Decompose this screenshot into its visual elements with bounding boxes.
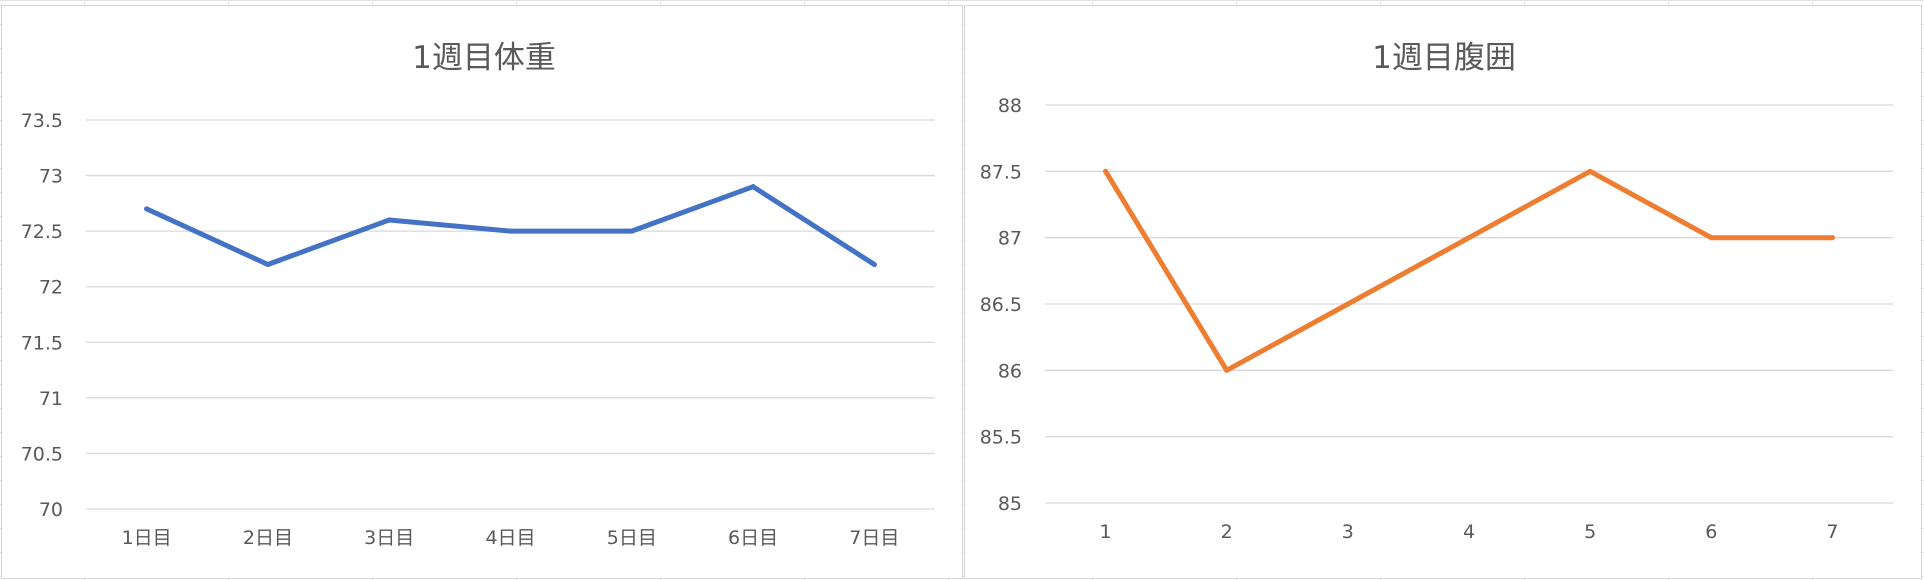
y-tick-label: 88	[998, 95, 1022, 117]
data-point	[265, 261, 271, 267]
x-tick-label: 1日目	[122, 527, 172, 549]
y-tick-label: 72.5	[21, 221, 63, 243]
data-point	[1224, 367, 1230, 373]
data-point	[1708, 235, 1714, 241]
y-tick-label: 85.5	[980, 427, 1022, 449]
data-point	[750, 184, 756, 190]
data-point	[629, 228, 635, 234]
y-tick-label: 85	[998, 493, 1022, 515]
y-tick-label: 87	[998, 228, 1022, 250]
data-point	[144, 206, 150, 212]
data-point	[871, 261, 877, 267]
y-tick-label: 73	[39, 166, 63, 188]
y-tick-label: 70.5	[21, 443, 63, 465]
x-tick-label: 7日目	[849, 527, 899, 549]
data-point	[1587, 168, 1593, 174]
x-tick-label: 2日目	[243, 527, 293, 549]
x-tick-label: 5日目	[607, 527, 657, 549]
y-tick-label: 73.5	[21, 110, 63, 132]
series-line	[1103, 168, 1835, 373]
data-point	[1829, 235, 1835, 241]
data-point	[1345, 301, 1351, 307]
y-tick-label: 71	[39, 388, 63, 410]
y-tick-label: 86	[998, 360, 1022, 382]
x-tick-label: 7	[1826, 521, 1838, 543]
chart-weight-week1[interactable]: 1週目体重 70 70.5 71 71.5 72 72.5 73 73.5 1日目 2日目 3日目 4…	[1, 5, 963, 579]
data-point	[386, 217, 392, 223]
chart-title: 1週目腹囲	[1372, 40, 1516, 76]
x-tick-label: 2	[1221, 521, 1233, 543]
x-tick-label: 4日目	[485, 527, 535, 549]
x-tick-label: 5	[1584, 521, 1596, 543]
x-tick-label: 6	[1705, 521, 1717, 543]
x-tick-label: 4	[1463, 521, 1475, 543]
y-tick-label: 70	[39, 499, 63, 521]
chart-waist-week1[interactable]: 1週目腹囲 85 85.5 86 86.5 87 87.5 88 1 2 3 4 5 6 7	[964, 5, 1922, 579]
data-point	[1466, 235, 1472, 241]
y-tick-label: 87.5	[980, 161, 1022, 183]
series-line	[144, 184, 877, 267]
y-tick-label: 71.5	[21, 332, 63, 354]
chart-title: 1週目体重	[412, 40, 556, 76]
weight-chart-canvas: 1週目体重 70 70.5 71 71.5 72 72.5 73 73.5 1日目 2日目 3日目 4…	[21, 40, 935, 549]
data-point	[1103, 168, 1109, 174]
data-point	[508, 228, 513, 234]
y-tick-label: 72	[39, 277, 63, 299]
waist-chart-canvas: 1週目腹囲 85 85.5 86 86.5 87 87.5 88 1 2 3 4 5 6 7	[980, 40, 1893, 543]
x-tick-label: 3日目	[364, 527, 414, 549]
x-tick-label: 3	[1342, 521, 1354, 543]
y-tick-label: 86.5	[980, 294, 1022, 316]
x-tick-label: 1	[1100, 521, 1112, 543]
x-tick-label: 6日目	[728, 527, 778, 549]
